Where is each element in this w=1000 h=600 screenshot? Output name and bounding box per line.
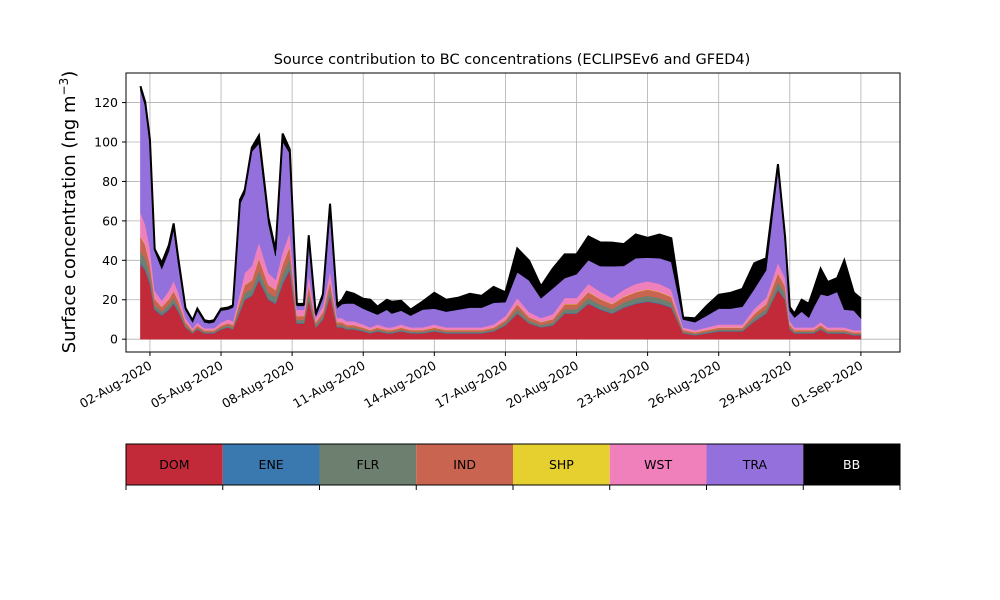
legend-label-dom: DOM <box>159 457 189 472</box>
y-axis-label-unit-exponent: −3 <box>57 78 71 96</box>
y-axis-label-text: Surface concentration (ng m <box>59 95 80 353</box>
legend-swatch-ene <box>222 444 320 485</box>
colorbar-legend: DOM ENE FLR IND SHP WST TRA BB <box>125 443 901 490</box>
legend-swatch-wst <box>609 444 707 485</box>
legend-label-wst: WST <box>644 457 672 472</box>
x-tick-label: 08-Aug-2020 <box>219 358 297 411</box>
legend-swatch-ind <box>416 444 513 485</box>
y-tick-label: 40 <box>102 253 118 268</box>
y-axis-label-close: ) <box>59 71 80 78</box>
y-tick-label: 20 <box>102 292 118 307</box>
legend-swatch-tra <box>706 444 804 485</box>
legend-swatch-dom <box>126 444 223 485</box>
x-tick-label: 29-Aug-2020 <box>717 358 795 411</box>
legend-label-flr: FLR <box>356 457 379 472</box>
x-tick-label: 20-Aug-2020 <box>503 358 581 411</box>
total-line <box>139 85 862 323</box>
x-tick-label: 23-Aug-2020 <box>575 358 653 411</box>
x-tick-label: 01-Sep-2020 <box>788 358 865 411</box>
y-tick-label: 80 <box>102 174 118 189</box>
chart-title: Source contribution to BC concentrations… <box>274 52 751 68</box>
total-outline <box>139 85 862 323</box>
legend-swatch-shp <box>513 444 610 485</box>
x-tick-label: 02-Aug-2020 <box>77 358 155 411</box>
x-axis-ticks: 02-Aug-202005-Aug-202008-Aug-202011-Aug-… <box>77 352 865 411</box>
x-tick-label: 11-Aug-2020 <box>290 358 368 411</box>
legend-swatch-bb <box>803 444 900 485</box>
x-tick-label: 17-Aug-2020 <box>432 358 510 411</box>
legend-label-ene: ENE <box>259 457 284 472</box>
x-tick-label: 05-Aug-2020 <box>148 358 226 411</box>
y-axis-label: Surface concentration (ng m−3) <box>57 71 80 354</box>
y-tick-label: 120 <box>94 95 118 110</box>
area-series <box>140 86 862 340</box>
legend-label-ind: IND <box>453 457 476 472</box>
plot-frame <box>125 72 901 353</box>
x-tick-label: 14-Aug-2020 <box>361 358 439 411</box>
y-tick-label: 0 <box>110 332 118 347</box>
legend-label-bb: BB <box>843 457 860 472</box>
legend-swatch-flr <box>319 444 417 485</box>
legend-label-shp: SHP <box>549 457 574 472</box>
x-tick-label: 26-Aug-2020 <box>646 358 724 411</box>
legend-label-tra: TRA <box>742 457 768 472</box>
y-tick-label: 60 <box>102 213 118 228</box>
y-tick-label: 100 <box>94 135 118 150</box>
y-axis-ticks: 0 20 40 60 80 100 120 <box>94 95 126 347</box>
